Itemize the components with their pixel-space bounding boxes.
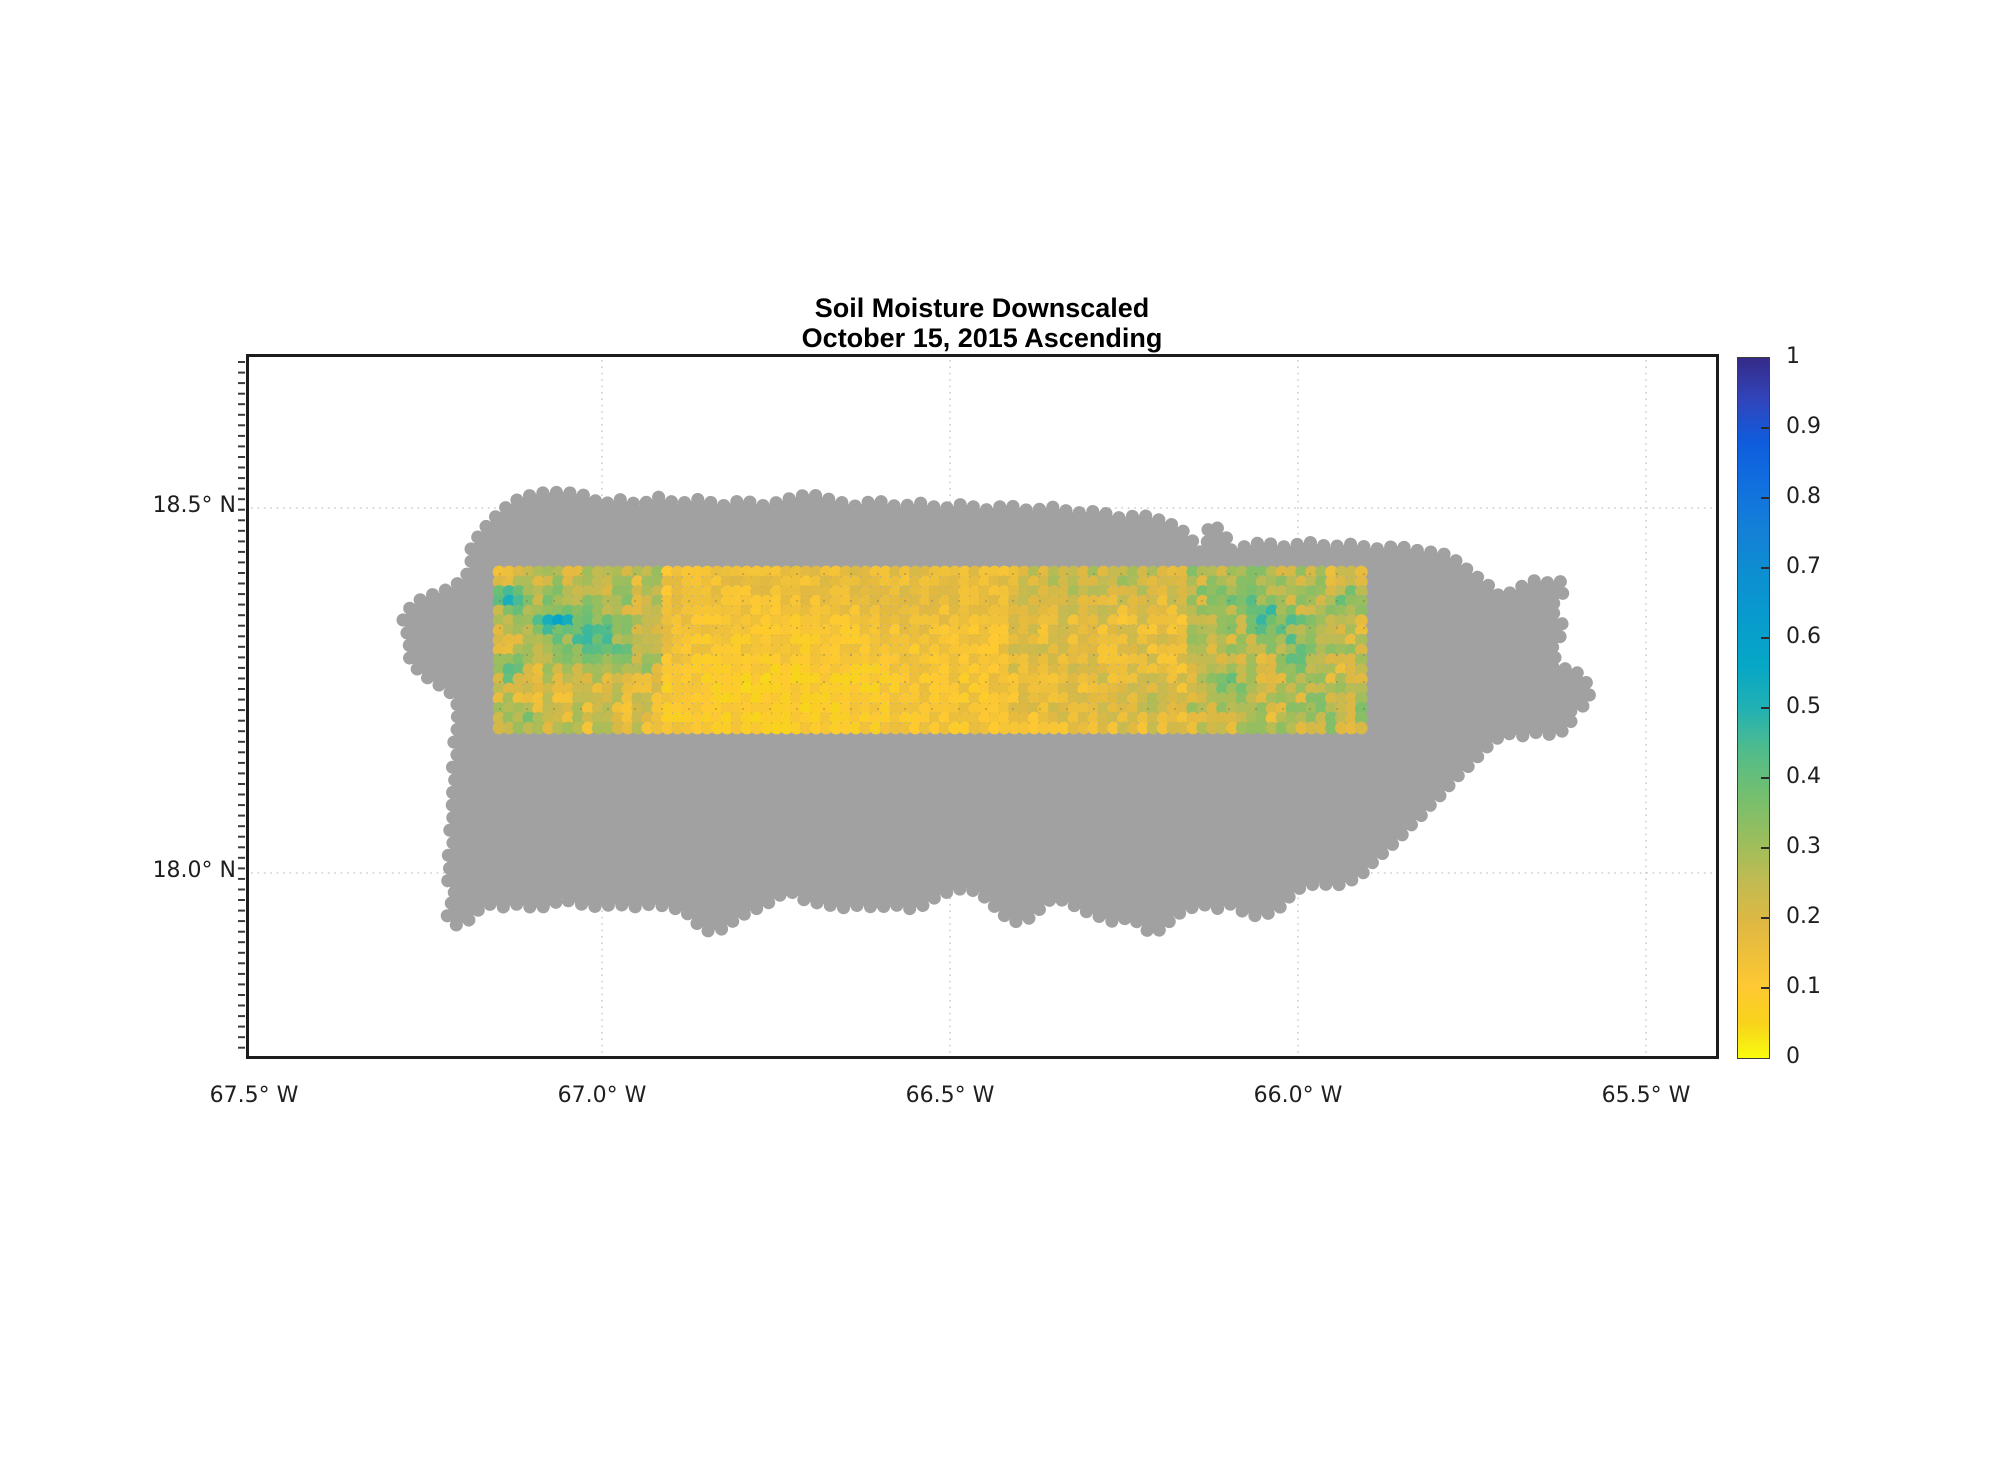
y-tick-label: 18.5° N — [152, 493, 236, 518]
x-tick-label: 65.5° W — [1601, 1083, 1691, 1108]
colorbar-tick — [1761, 427, 1769, 429]
chart-title: Soil Moisture Downscaled October 15, 201… — [248, 293, 1716, 353]
x-tick-label: 67.5° W — [209, 1083, 299, 1108]
chart-title-line-2: October 15, 2015 Ascending — [801, 323, 1163, 353]
colorbar-tick-label: 1 — [1786, 344, 1800, 369]
colorbar-tick-label: 0.2 — [1786, 904, 1821, 929]
colorbar-tick-label: 0 — [1786, 1044, 1800, 1069]
colorbar-tick-label: 0.8 — [1786, 484, 1821, 509]
colorbar-tick — [1761, 637, 1769, 639]
colorbar-tick — [1761, 707, 1769, 709]
left-axis-minor-ticks — [238, 361, 245, 1049]
soil-moisture-swath — [492, 565, 1368, 735]
colorbar-tick — [1761, 987, 1769, 989]
colorbar-tick-label: 0.1 — [1786, 974, 1821, 999]
colorbar-tick — [1761, 567, 1769, 569]
colorbar-tick-label: 0.9 — [1786, 414, 1821, 439]
colorbar-tick — [1761, 847, 1769, 849]
minor-grid-dots — [498, 572, 1366, 711]
y-tick-label: 18.0° N — [152, 858, 236, 883]
colorbar-tick — [1761, 497, 1769, 499]
colorbar-tick-label: 0.6 — [1786, 624, 1821, 649]
colorbar-tick — [1761, 777, 1769, 779]
chart-title-line-1: Soil Moisture Downscaled — [814, 293, 1150, 323]
colorbar-tick-label: 0.5 — [1786, 694, 1821, 719]
x-tick-label: 66.5° W — [905, 1083, 995, 1108]
colorbar-tick — [1761, 917, 1769, 919]
colorbar-tick-label: 0.7 — [1786, 554, 1821, 579]
colorbar-tick-label: 0.4 — [1786, 764, 1821, 789]
colorbar — [1737, 357, 1770, 1059]
x-tick-label: 67.0° W — [557, 1083, 647, 1108]
colorbar-tick-label: 0.3 — [1786, 834, 1821, 859]
x-tick-label: 66.0° W — [1253, 1083, 1343, 1108]
